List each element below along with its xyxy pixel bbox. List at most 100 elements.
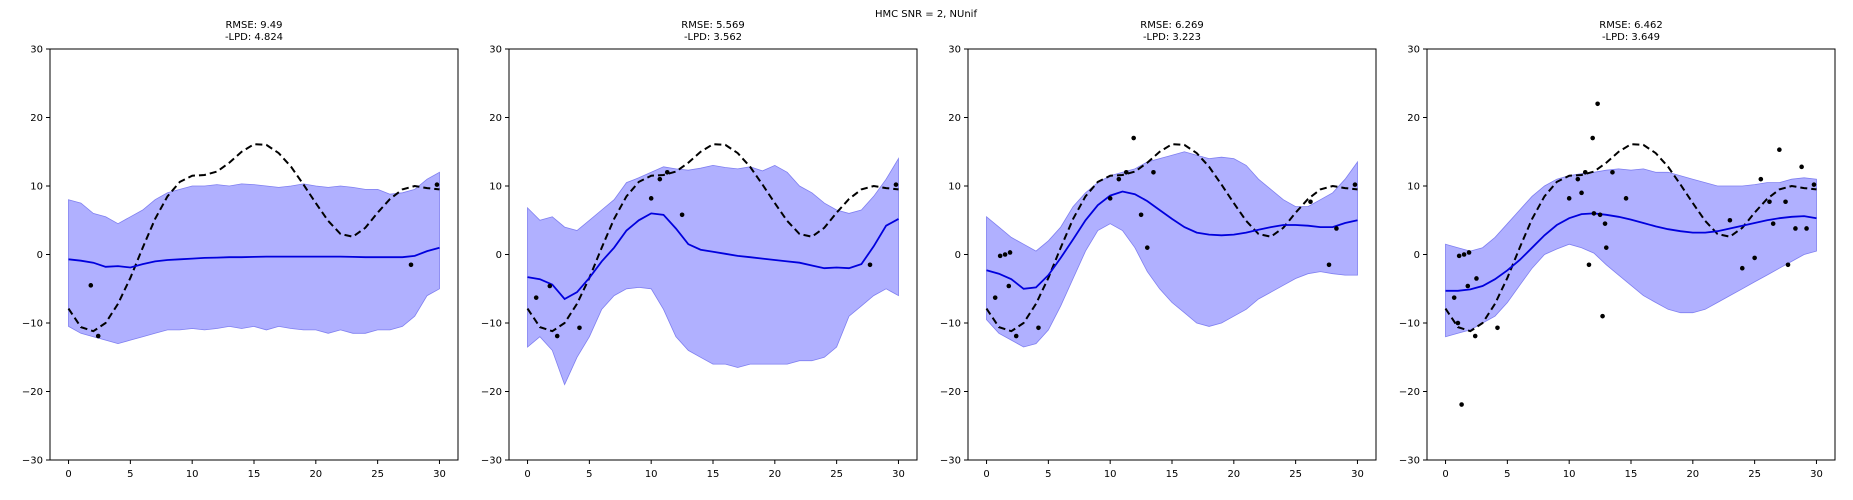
observation-point: [1758, 176, 1764, 182]
x-tick-label: 10: [645, 469, 658, 480]
figure-title: HMC SNR = 2, NUnif: [875, 9, 977, 20]
x-tick-label: 10: [1104, 469, 1117, 480]
plot-area: [1444, 101, 1817, 407]
x-tick-label: 10: [1563, 469, 1576, 480]
subplot-1: RMSE: 9.49-LPD: 4.824 0 5 10 15 20 25 30 −30 −20 −…: [22, 20, 459, 480]
observation-point: [1107, 196, 1113, 201]
observation-point: [1579, 190, 1584, 196]
observation-point: [547, 283, 553, 289]
observation-point: [1456, 253, 1462, 259]
x-tick-label: 0: [524, 469, 530, 480]
observation-point: [648, 196, 654, 201]
x-tick-label: 25: [1748, 469, 1761, 480]
ground-truth-line: [1444, 143, 1817, 333]
y-tick-label: 0: [955, 250, 961, 261]
observation-point: [1591, 211, 1597, 216]
subplot-title-lpd: -LPD: 4.824: [225, 32, 283, 43]
observation-point: [408, 262, 414, 268]
observation-point: [1472, 333, 1478, 339]
observation-point: [664, 170, 670, 175]
x-tick-label: 30: [433, 469, 446, 480]
x-tick-label: 5: [1045, 469, 1051, 480]
y-tick-label: 30: [489, 45, 502, 56]
observation-point: [1793, 226, 1798, 231]
observation-point: [1466, 250, 1472, 255]
observation-point: [1566, 196, 1572, 201]
subplot-title-lpd: -LPD: 3.649: [1602, 32, 1660, 43]
x-tick-label: 15: [707, 469, 720, 480]
observation-point: [867, 262, 873, 268]
subplot-grid: RMSE: 9.49-LPD: 4.824 0 5 10 15 20 25 30 −30 −20 −…: [22, 20, 1836, 480]
observation-point: [1334, 226, 1339, 231]
x-tick-label: 30: [892, 469, 905, 480]
observation-point: [1785, 262, 1791, 268]
observation-point: [1586, 262, 1592, 268]
y-tick-label: 0: [1414, 250, 1420, 261]
observation-point: [1459, 402, 1464, 407]
y-tick-label: −20: [940, 387, 961, 398]
observation-point: [1151, 170, 1156, 175]
observation-point: [1036, 325, 1041, 331]
y-tick-label: −30: [481, 456, 502, 467]
x-tick-label: 5: [1504, 469, 1510, 480]
observation-point: [1474, 276, 1479, 281]
y-tick-label: −10: [22, 319, 43, 330]
y-tick-label: 0: [496, 250, 502, 261]
subplot-4: RMSE: 6.462-LPD: 3.649 0 5 10 15 20 25 30 −30 −20…: [1399, 20, 1836, 480]
observation-point: [1013, 333, 1019, 339]
x-tick-label: 15: [248, 469, 261, 480]
observation-point: [1623, 196, 1629, 201]
observation-point: [1770, 221, 1776, 226]
observation-point: [434, 182, 440, 187]
x-tick-label: 20: [768, 469, 781, 480]
observation-point: [1777, 147, 1782, 152]
subplot-title-rmse: RMSE: 6.269: [1140, 20, 1203, 31]
observation-point: [1131, 135, 1136, 141]
observation-point: [95, 333, 101, 339]
observation-point: [1123, 170, 1129, 175]
observation-point: [1739, 265, 1745, 271]
y-tick-label: −10: [940, 319, 961, 330]
predictive-mean-line: [986, 190, 1358, 290]
y-tick-label: −20: [1399, 387, 1420, 398]
y-tick-label: 30: [948, 45, 961, 56]
x-tick-label: 20: [1686, 469, 1699, 480]
credible-band: [68, 171, 440, 345]
y-tick-label: −20: [481, 387, 502, 398]
y-tick-label: −30: [1399, 456, 1420, 467]
x-tick-label: 15: [1625, 469, 1638, 480]
subplot-3: RMSE: 6.269-LPD: 3.223 0 5 10 15 20 25 30 −30 −20…: [940, 20, 1377, 480]
x-tick-label: 0: [65, 469, 71, 480]
observation-point: [1495, 325, 1500, 331]
observation-point: [1451, 295, 1457, 300]
observation-point: [554, 333, 560, 339]
observation-point: [1007, 250, 1013, 255]
subplot-title-lpd: -LPD: 3.223: [1143, 32, 1201, 43]
y-tick-label: −30: [22, 456, 43, 467]
y-tick-label: 10: [30, 182, 43, 193]
y-tick-label: 0: [37, 250, 43, 261]
observation-point: [1602, 221, 1608, 226]
ground-truth-line: [67, 143, 440, 333]
x-tick-label: 30: [1351, 469, 1364, 480]
observation-point: [1006, 283, 1012, 289]
observation-point: [1138, 212, 1144, 218]
credible-band: [986, 151, 1358, 348]
observation-point: [997, 253, 1003, 259]
plot-area: [526, 143, 899, 386]
observation-point: [1144, 245, 1150, 250]
observation-point: [88, 283, 94, 288]
observation-point: [1465, 283, 1471, 289]
x-tick-label: 30: [1810, 469, 1823, 480]
observation-point: [533, 295, 539, 300]
observation-point: [1610, 170, 1615, 175]
y-tick-label: 20: [1407, 113, 1420, 124]
observation-point: [1804, 226, 1809, 231]
observation-point: [992, 295, 998, 300]
y-tick-label: 10: [948, 182, 961, 193]
x-tick-label: 0: [1442, 469, 1448, 480]
y-tick-label: 10: [489, 182, 502, 193]
observation-point: [1595, 101, 1600, 107]
observation-point: [1455, 320, 1461, 326]
